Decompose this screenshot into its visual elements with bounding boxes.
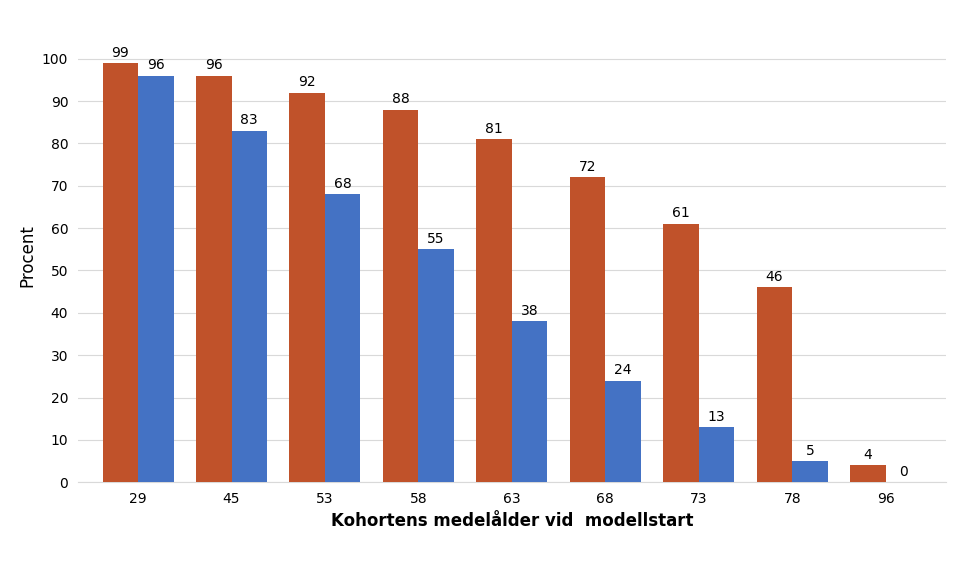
Bar: [325, 194, 361, 482]
Y-axis label: Procent: Procent: [19, 224, 36, 287]
Bar: [663, 224, 699, 482]
Bar: [477, 139, 512, 482]
Bar: [102, 63, 138, 482]
Text: 24: 24: [614, 363, 632, 377]
Bar: [196, 76, 231, 482]
X-axis label: Kohortens medelålder vid  modellstart: Kohortens medelålder vid modellstart: [331, 511, 693, 529]
Text: 68: 68: [333, 177, 352, 191]
Text: 83: 83: [241, 113, 258, 127]
Bar: [793, 461, 828, 482]
Bar: [699, 427, 734, 482]
Text: 13: 13: [708, 410, 725, 424]
Text: 96: 96: [147, 58, 165, 72]
Bar: [231, 131, 267, 482]
Bar: [138, 76, 174, 482]
Bar: [605, 381, 641, 482]
Text: 0: 0: [899, 465, 908, 479]
Text: 88: 88: [392, 92, 410, 106]
Bar: [757, 288, 793, 482]
Text: 5: 5: [805, 444, 814, 458]
Bar: [850, 465, 885, 482]
Text: 38: 38: [521, 304, 538, 318]
Bar: [569, 177, 605, 482]
Text: 81: 81: [486, 122, 503, 136]
Text: 92: 92: [298, 75, 316, 89]
Text: 46: 46: [765, 270, 783, 284]
Bar: [290, 92, 325, 482]
Bar: [418, 249, 454, 482]
Text: 4: 4: [864, 448, 873, 462]
Bar: [512, 321, 547, 482]
Text: 61: 61: [672, 206, 690, 220]
Bar: [383, 110, 418, 482]
Text: 99: 99: [111, 45, 130, 59]
Text: 96: 96: [205, 58, 222, 72]
Text: 72: 72: [579, 160, 597, 174]
Text: 55: 55: [427, 232, 445, 246]
